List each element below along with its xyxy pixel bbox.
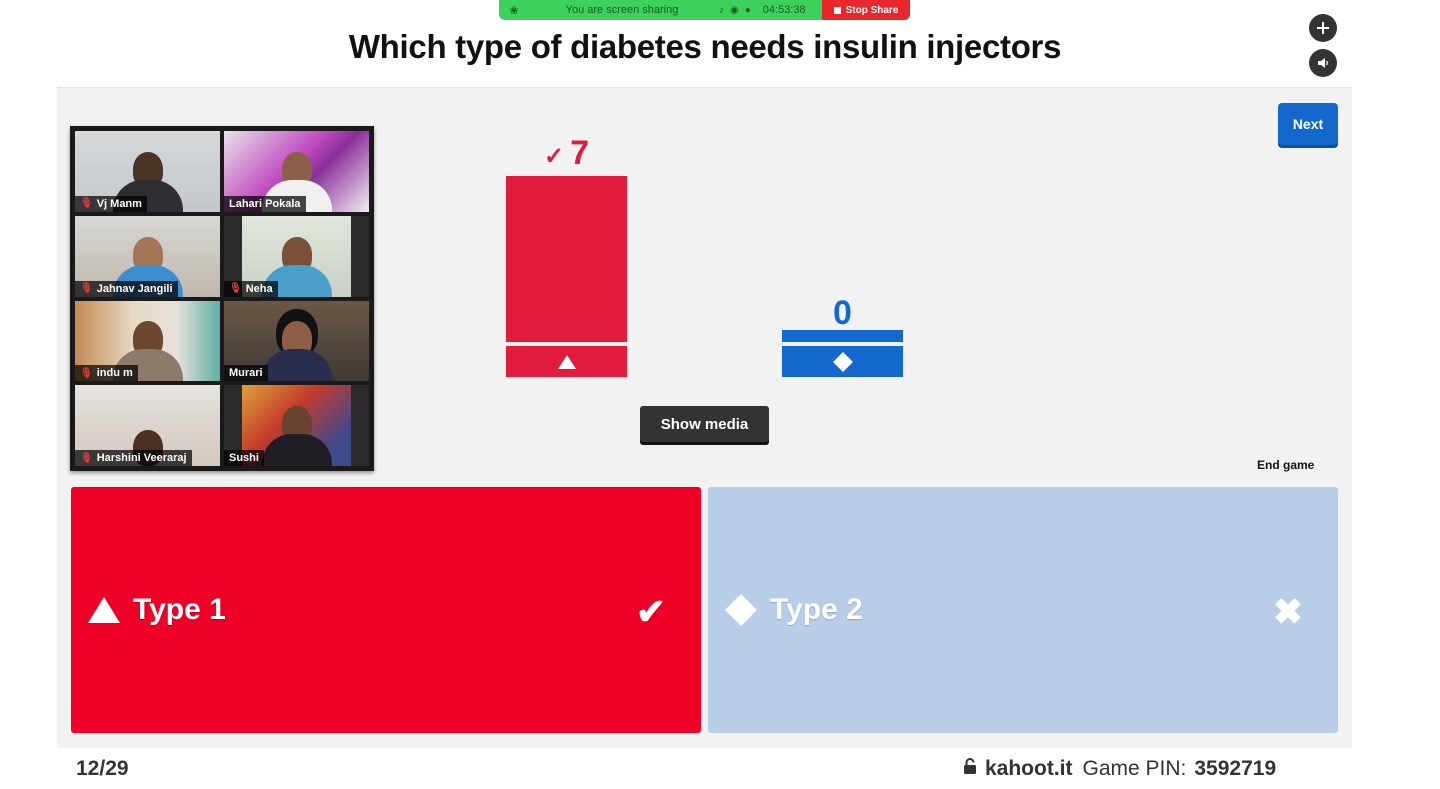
game-stage: Next 🎙 Vj Manm Lahari Pokala [57,87,1352,748]
participant-figure [261,349,332,382]
video-tile[interactable]: 🎙 indu m [75,300,220,382]
diamond-icon [724,593,758,627]
share-controls: ♪ ◉ ● [719,5,751,16]
participant-nametag: Lahari Pokala [224,195,306,212]
correct-check-icon: ✔ [635,591,666,632]
participant-name: Vj Manm [96,197,142,210]
participant-nametag: 🎙 Vj Manm [75,195,147,212]
participant-name: Sushi [229,452,259,464]
participant-name: Lahari Pokala [229,197,301,210]
share-status-text: You are screen sharing [565,4,679,16]
speaker-icon [1318,58,1328,68]
record-icon[interactable]: ◉ [730,4,739,16]
participant-nametag: 🎙 Jahnav Jangili [75,280,178,297]
end-game-link[interactable]: End game [1257,458,1315,472]
question-title: Which type of diabetes needs insulin inj… [348,28,1062,65]
participant-name: Murari [229,367,263,380]
stop-share-label: Stop Share [845,4,899,16]
triangle-icon [87,593,121,627]
stop-icon [833,6,841,14]
mic-muted-icon: 🎙 [80,283,93,294]
video-tile[interactable]: 🎙 Harshini Veeraraj [75,385,220,466]
participant-name: Harshini Veeraraj [96,452,187,464]
result-bar-base-diamond [782,346,903,377]
sound-button[interactable] [1309,49,1337,77]
share-timer: 04:53:38 [762,4,806,16]
participant-name: Neha [245,282,273,295]
result-bar-triangle [506,176,627,342]
result-bar-diamond [782,330,903,342]
answer-label: Type 1 [133,593,226,626]
stop-share-button[interactable]: Stop Share [822,0,910,20]
video-gallery: 🎙 Vj Manm Lahari Pokala 🎙 Jahnav Jangili [70,126,374,471]
screen-share-bar: ❀ You are screen sharing ♪ ◉ ● 04:53:38 … [499,0,910,20]
bar-count: 7 [570,134,590,172]
participant-nametag: 🎙 indu m [75,365,138,382]
video-tile-active-speaker[interactable]: Murari [224,300,369,382]
site-url: kahoot.it [985,757,1073,780]
correct-check-icon: ✓ [543,143,565,170]
mic-muted-icon: 🎙 [80,198,93,210]
plus-icon [1317,22,1329,34]
video-tile[interactable]: 🎙 Jahnav Jangili [75,215,220,297]
video-tile[interactable]: Lahari Pokala [224,131,369,212]
audio-icon[interactable]: ♪ [719,4,724,16]
answer-card-type-1: Type 1 ✔ [71,487,701,733]
bar-count-label: 0 [782,294,903,333]
next-button[interactable]: Next [1278,103,1338,145]
participant-nametag: 🎙 Harshini Veeraraj [75,450,192,466]
video-tile[interactable]: 🎙 Vj Manm [75,131,220,212]
video-tile[interactable]: 🎙 Neha [224,215,369,297]
mic-muted-icon: 🎙 [80,452,93,464]
diamond-icon [832,351,853,372]
bar-count-label: ✓ 7 [506,134,627,173]
answer-label: Type 2 [770,593,863,626]
share-leaf-icon: ❀ [509,4,519,17]
participant-name: Jahnav Jangili [96,282,173,295]
participant-nametag: Murari [224,365,268,382]
participant-name: indu m [96,367,133,380]
show-media-button[interactable]: Show media [640,406,769,442]
result-bar-base-triangle [506,346,627,377]
shield-icon[interactable]: ● [744,4,751,16]
lock-icon[interactable] [963,758,977,780]
mic-muted-icon: 🎙 [80,367,93,379]
video-tile[interactable]: Sushi [224,385,369,466]
bar-count: 0 [833,294,852,332]
incorrect-cross-icon: ✖ [1272,591,1303,632]
triangle-icon [557,354,576,369]
answer-card-type-2: Type 2 ✖ [708,487,1338,733]
game-pin: 3592719 [1194,757,1277,780]
pin-label: Game PIN: [1082,757,1187,780]
question-progress: 12/29 [76,757,129,780]
participant-figure [261,434,332,466]
game-pin-info: kahoot.it Game PIN: 3592719 [963,757,1276,781]
mic-muted-icon: 🎙 [229,283,242,294]
participant-nametag: Sushi [224,450,264,466]
participant-nametag: 🎙 Neha [224,280,278,297]
expand-button[interactable] [1309,14,1337,42]
